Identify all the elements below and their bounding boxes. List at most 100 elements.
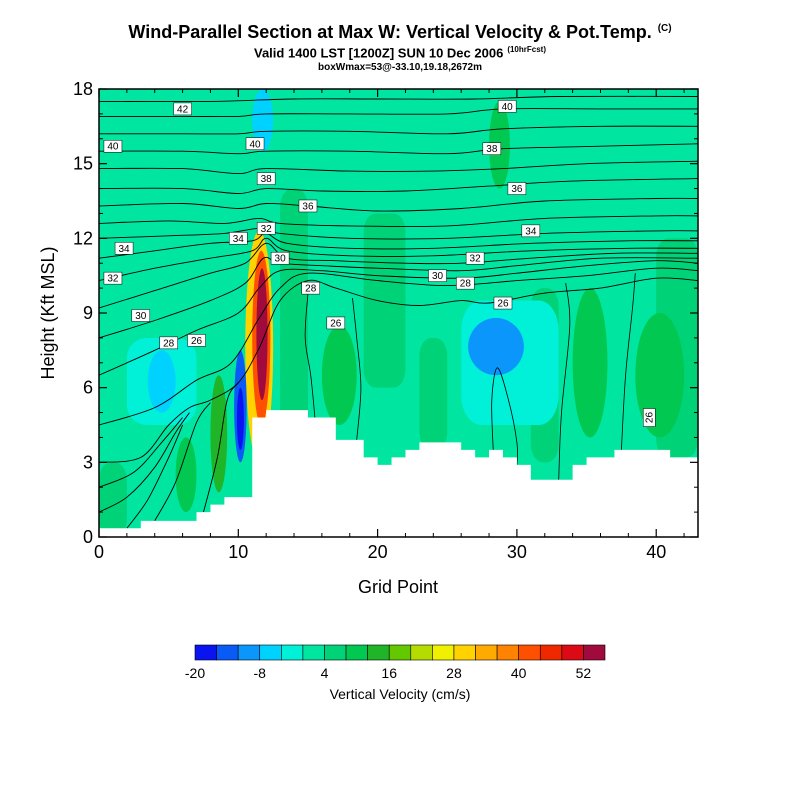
contour-label-text: 38: [486, 144, 498, 155]
contour-label-text: 36: [511, 184, 523, 195]
colorbar-swatch: [539, 644, 563, 661]
colorbar-swatch: [518, 644, 541, 661]
contour-label: 30: [131, 309, 151, 322]
colorbar-tick-label: 40: [511, 665, 527, 681]
x-tick-label: 20: [368, 542, 388, 562]
theta-contour-surface: [154, 402, 211, 522]
contour-label-text: 30: [275, 254, 287, 265]
contour-label-text: 28: [305, 284, 317, 295]
contour-label-text: 26: [191, 336, 203, 347]
chart-title: Wind-Parallel Section at Max W: Vertical…: [0, 22, 800, 43]
contour-label-box: [301, 281, 320, 295]
chart-subtitle-text: Valid 1400 LST [1200Z] SUN 10 Dec 2006: [254, 45, 504, 61]
contour-label-box: [497, 100, 517, 113]
colorbar-swatch: [194, 644, 217, 661]
contour-label-text: 38: [261, 174, 273, 185]
copyright-mark: (C): [657, 23, 672, 34]
field-band: [99, 462, 127, 537]
contour-label: 36: [298, 199, 318, 212]
theta-contour-39: [99, 125, 698, 135]
contour-label: 26: [642, 408, 656, 427]
theta-contour-40: [99, 108, 698, 118]
colorbar-swatch: [259, 644, 282, 661]
y-tick-label: 15: [73, 154, 93, 174]
field-band: [419, 337, 448, 450]
contour-label-box: [229, 232, 248, 245]
contour-label-box: [173, 102, 192, 116]
colorbar-swatch: [453, 644, 476, 661]
chart-subsubtitle: boxWmax=53@-33.10,19.18,2672m: [317, 62, 483, 73]
contour-label-box: [428, 269, 447, 282]
velocity-cell: [256, 268, 268, 401]
contour-label-text: 40: [502, 102, 514, 113]
contour-label-text: 30: [432, 271, 444, 282]
y-tick-label: 18: [73, 79, 93, 99]
contour-label: 28: [456, 276, 475, 290]
colorbar-tick-label: -20: [185, 665, 205, 681]
contour-label-box: [456, 276, 475, 290]
contour-label-box: [256, 222, 276, 235]
y-tick-label: 12: [73, 228, 93, 248]
colorbar: -20 -8 4 16 28 40 52: [185, 644, 606, 681]
colorbar-swatch: [388, 644, 412, 661]
chart-subtitle: Valid 1400 LST [1200Z] SUN 10 Dec 2006 (1…: [0, 45, 800, 60]
field-band: [363, 213, 406, 388]
contour-label-text: 34: [233, 234, 245, 245]
contour-label: 34: [114, 242, 134, 255]
y-tick-label: 6: [83, 378, 93, 398]
contour-label-text: 32: [470, 254, 482, 265]
contour-label: 30: [270, 251, 290, 265]
y-tick-label: 0: [83, 527, 93, 547]
velocity-cell: [147, 350, 176, 413]
x-tick-label: 30: [507, 542, 527, 562]
colorbar-title: Vertical Velocity (cm/s): [330, 686, 471, 702]
colorbar-swatch: [432, 644, 455, 661]
contour-label-text: 34: [119, 244, 131, 255]
theta-contour-28: [99, 260, 698, 376]
contour-label-box: [326, 316, 346, 330]
theta-contour-33: [99, 227, 698, 240]
contour-label-text: 30: [135, 311, 147, 322]
contour-label: 40: [497, 100, 517, 113]
theta-contour-surface: [203, 382, 239, 513]
contour-label-box: [465, 251, 485, 265]
theta-contour-41: [99, 95, 698, 103]
colorbar-swatch: [475, 644, 498, 661]
colorbar-tick-label: 52: [576, 665, 592, 681]
colorbar-swatch: [367, 644, 390, 661]
colorbar-swatch: [302, 644, 325, 661]
colorbar-swatch: [281, 644, 304, 661]
velocity-cell: [321, 325, 357, 425]
velocity-cell: [252, 89, 274, 152]
terrain: [99, 410, 698, 537]
w-zero-contour: [558, 283, 571, 480]
theta-contour-38: [99, 143, 698, 155]
colorbar-swatch: [583, 644, 606, 661]
contour-label-text: 34: [525, 226, 537, 237]
chart-title-text: Wind-Parallel Section at Max W: Vertical…: [128, 22, 652, 42]
contour-label: 36: [507, 182, 527, 195]
contour-label: 42: [173, 102, 192, 116]
contour-label: 34: [229, 232, 248, 245]
colorbar-swatch: [324, 644, 347, 661]
contour-label: 26: [493, 296, 513, 310]
contour-label-box: [131, 309, 151, 322]
contour-label-box: [642, 408, 656, 427]
x-tick-label: 10: [228, 542, 248, 562]
w-zero-contour: [352, 298, 362, 440]
field-band: [280, 188, 308, 438]
contour-label: 32: [103, 271, 123, 285]
contour-label: 26: [326, 316, 346, 330]
contour-label-box: [103, 271, 123, 285]
contour-label-text: 32: [107, 274, 119, 285]
contour-label: 40: [103, 139, 123, 153]
theta-contours: [99, 95, 698, 529]
contour-label-box: [256, 172, 276, 185]
theta-contour-surface: [126, 424, 184, 529]
colorbar-swatch: [561, 644, 584, 661]
theta-contour-29: [99, 256, 698, 339]
contour-label-box: [482, 142, 502, 155]
theta-contour-34: [99, 215, 698, 227]
x-tick-label: 40: [646, 542, 666, 562]
